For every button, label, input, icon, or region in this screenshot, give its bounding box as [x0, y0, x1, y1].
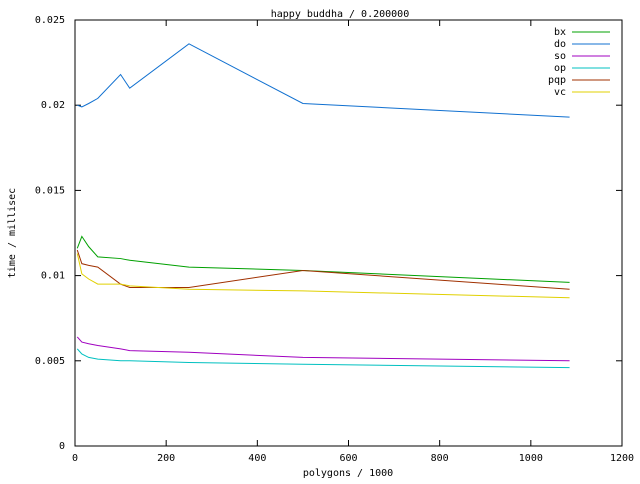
- x-tick-label: 600: [339, 453, 357, 464]
- y-tick-label: 0.025: [35, 15, 65, 26]
- y-tick-label: 0.015: [35, 185, 65, 196]
- data-line: [76, 235, 570, 283]
- legend-label: bx: [554, 27, 566, 38]
- y-axis-label: time / millisec: [7, 188, 18, 278]
- legend-label: do: [554, 39, 566, 50]
- x-tick-label: 1000: [519, 453, 543, 464]
- data-line: [76, 253, 570, 299]
- x-tick-label: 0: [72, 453, 78, 464]
- x-tick-label: 400: [248, 453, 266, 464]
- legend-label: vc: [554, 87, 566, 98]
- y-tick-label: 0: [59, 441, 65, 452]
- y-tick-label: 0.01: [41, 271, 65, 282]
- x-tick-label: 200: [157, 453, 175, 464]
- legend-label: so: [554, 51, 566, 62]
- y-tick-label: 0.005: [35, 356, 65, 367]
- x-tick-label: 1200: [610, 453, 634, 464]
- data-line: [76, 336, 570, 362]
- chart-title: happy buddha / 0.200000: [271, 9, 409, 20]
- y-tick-label: 0.02: [41, 100, 65, 111]
- x-tick-label: 800: [431, 453, 449, 464]
- legend-label: op: [554, 63, 566, 74]
- data-line: [77, 43, 570, 118]
- data-line: [76, 348, 570, 369]
- legend-label: pqp: [548, 75, 566, 86]
- x-axis-label: polygons / 1000: [303, 468, 393, 479]
